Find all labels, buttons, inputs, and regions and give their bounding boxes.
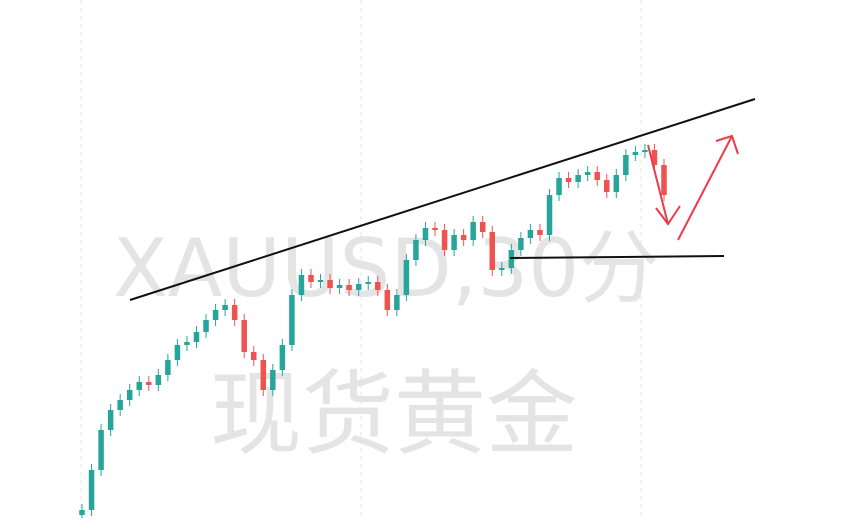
- candle-body: [327, 280, 333, 288]
- candle-body: [298, 275, 305, 295]
- candle-body: [346, 285, 352, 290]
- arrow-down: [647, 144, 681, 226]
- candle-body: [604, 180, 610, 192]
- candle-body: [126, 390, 133, 400]
- candle-body: [527, 230, 534, 238]
- candle-body: [336, 285, 343, 288]
- candle-body: [623, 155, 629, 175]
- candle-body: [165, 360, 171, 375]
- candle-body: [661, 165, 667, 195]
- candle-body: [88, 470, 95, 510]
- arrow-up: [677, 134, 739, 241]
- candle-body: [203, 320, 209, 332]
- candle-body: [270, 370, 276, 390]
- candle-body: [222, 305, 228, 310]
- candle-body: [250, 352, 257, 360]
- candle-body: [565, 178, 572, 182]
- candle-body: [384, 290, 391, 310]
- candle-body: [241, 320, 247, 352]
- candle-body: [632, 152, 639, 155]
- candle-body: [212, 310, 219, 320]
- candle-body: [613, 175, 620, 192]
- candle-body: [174, 345, 181, 360]
- candle-body: [508, 250, 515, 268]
- candle-body: [394, 295, 400, 310]
- candle-body: [155, 375, 162, 385]
- candle-body: [651, 150, 658, 165]
- candle-body: [413, 240, 419, 260]
- candle-body: [231, 305, 238, 320]
- candle-body: [470, 222, 476, 240]
- candle-body: [403, 260, 410, 295]
- candle-body: [146, 382, 152, 385]
- candle-body: [642, 150, 648, 152]
- candles: [79, 144, 667, 518]
- candle-body: [594, 172, 600, 180]
- candle-body: [79, 510, 85, 515]
- candle-body: [107, 410, 114, 430]
- candle-body: [518, 238, 524, 250]
- candle-body: [117, 400, 123, 410]
- candle-body: [432, 228, 438, 230]
- candle-body: [422, 228, 429, 240]
- candle-body: [184, 342, 190, 345]
- candle-body: [479, 222, 486, 232]
- candle-body: [136, 382, 142, 390]
- trend-line: [129, 98, 756, 301]
- candle-body: [537, 230, 543, 235]
- candle-body: [460, 235, 467, 240]
- candle-body: [556, 178, 562, 195]
- candle-body: [365, 282, 371, 284]
- candle-body: [441, 230, 448, 250]
- candle-body: [584, 172, 591, 175]
- candle-body: [317, 280, 324, 282]
- candle-body: [546, 195, 553, 235]
- candle-body: [98, 430, 104, 470]
- candle-body: [289, 295, 295, 345]
- candle-body: [193, 332, 200, 342]
- candle-body: [308, 275, 314, 282]
- candle-body: [575, 175, 581, 182]
- candle-body: [375, 282, 381, 290]
- support-line: [509, 255, 725, 259]
- candle-body: [279, 345, 286, 370]
- candle-body: [260, 360, 267, 390]
- candle-body: [451, 235, 457, 250]
- candle-body: [489, 232, 496, 270]
- candle-body: [355, 284, 362, 290]
- candle-body: [499, 268, 505, 270]
